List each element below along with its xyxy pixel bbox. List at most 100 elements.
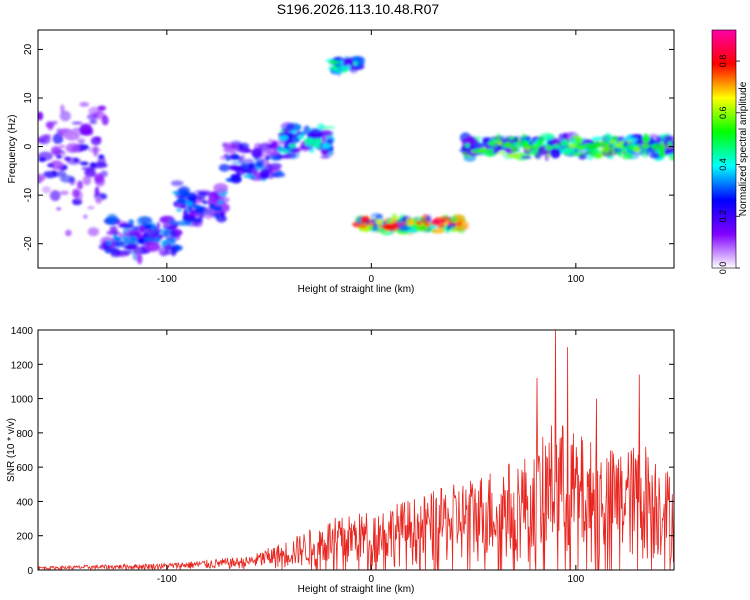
spectrogram-blob [76,180,84,190]
spectrogram-blob [320,155,330,159]
spectrogram-blob [271,172,286,178]
spectrogram-core [487,141,496,146]
spectrogram-blobs [38,55,674,265]
spectrogram-blob [269,143,275,149]
y-tick-label: 400 [16,497,33,508]
spectrogram-blob [90,136,102,146]
spectrogram-blob [80,129,93,136]
spectrogram-core [160,240,170,245]
spectrogram-core [626,140,633,144]
spectrogram-core [503,141,513,148]
spectrogram-core [439,219,447,224]
spectrogram-core [107,240,112,246]
spectrogram-core [176,198,186,205]
x-tick-label: -100 [157,274,177,285]
spectrogram-blob [82,175,92,186]
spectrogram-blob [38,135,51,145]
spectrogram-core [470,149,481,153]
spectrogram-blob [59,190,69,195]
spectrogram-blob [112,239,125,248]
spectrogram-blob [613,147,622,153]
y-tick-label: -20 [23,236,34,251]
spectrogram-blob [578,153,587,160]
spectrogram-blob [649,152,662,159]
spectrogram-core [129,235,138,242]
spectrogram-blob [56,207,62,211]
spectrogram-blob [274,170,284,174]
spectrogram-blob [168,218,176,225]
spectrogram-y-ticks: 20 10 0 -10 -20 [23,43,674,251]
spectrogram-blob [49,160,64,170]
spectrogram-blob [664,151,670,156]
spectrogram-core [184,200,193,207]
y-tick-label: 0 [23,143,34,149]
spectrogram-blob [87,227,100,237]
spectrogram-core [255,162,264,167]
spectrogram-blob [568,138,576,144]
spectrogram-blob [101,115,109,126]
spectrogram-blob [280,122,295,132]
spectrogram-blob [58,144,66,149]
snr-x-ticks: -100 0 100 [157,330,585,585]
spectrogram-core [248,164,255,168]
spectrogram-blob [84,168,96,178]
spectrogram-core [202,200,207,205]
spectrogram-core [368,221,374,227]
spectrogram-blob [321,130,333,135]
spectrogram-blob [145,241,161,252]
spectrogram-blob [228,164,239,171]
spectrogram-blob [623,145,637,149]
spectrogram-blob [162,228,178,240]
spectrogram-core [98,154,105,160]
spectrogram-core [80,161,89,166]
y-tick-label: 10 [23,92,34,104]
spectrogram-x-ticks: -100 0 100 [157,30,585,285]
snr-y-label: SNR (10 * v/v) [6,418,17,482]
spectrogram-blob [425,214,432,222]
spectrogram-core [424,222,431,227]
spectrogram-core [659,148,664,153]
spectrogram-y-label: Frequency (Hz) [7,115,18,184]
spectrogram-core [619,140,624,144]
y-tick-label: 1400 [11,326,34,337]
spectrogram-blob [163,244,174,251]
spectrogram-blob [463,135,477,146]
spectrogram-core [208,204,216,208]
spectrogram-blob [151,221,156,233]
spectrogram-blob [603,142,610,153]
spectrogram-core [73,158,79,163]
spectrogram-core [382,223,392,229]
spectrogram-core [407,220,415,225]
spectrogram-blob [342,57,354,68]
spectrogram-core [576,144,586,151]
spectrogram-blob [91,162,108,169]
colorbar-gradient [711,29,737,269]
spectrogram-blob [38,111,44,121]
snr-y-ticks: 0 200 400 600 800 1000 1200 1400 [11,326,674,577]
spectrogram-blob [89,119,98,125]
spectrogram-blob [500,150,506,155]
spectrogram-blob [320,126,336,130]
spectrogram-core [416,221,423,226]
spectrogram-core [137,238,145,244]
spectrogram-core [120,236,130,240]
spectrogram-blob [549,147,561,159]
spectrogram-core [537,142,544,146]
spectrogram-blob [220,211,225,219]
x-tick-label: 100 [567,274,584,285]
spectrogram-blob [145,231,156,235]
y-tick-label: 1000 [11,395,34,406]
spectrogram-core [288,143,296,149]
spectrogram-core [478,148,489,154]
spectrogram-core [56,155,63,159]
spectrogram-blob [114,250,130,257]
y-tick-label: 1200 [11,360,34,371]
spectrogram-blob [136,216,153,227]
spectrogram-blob [625,153,633,157]
spectrogram-core [297,134,304,140]
spectrogram-blob [38,173,46,182]
colorbar-tick-label: 0.4 [718,158,728,171]
snr-x-label: Height of straight line (km) [298,584,415,595]
spectrogram-core [154,237,161,243]
spectrogram-blob [251,147,263,159]
